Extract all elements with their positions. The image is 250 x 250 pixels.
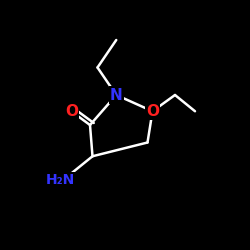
- Text: O: O: [146, 104, 159, 119]
- Text: H₂N: H₂N: [46, 173, 74, 187]
- Text: N: N: [110, 88, 122, 102]
- Text: O: O: [65, 104, 78, 119]
